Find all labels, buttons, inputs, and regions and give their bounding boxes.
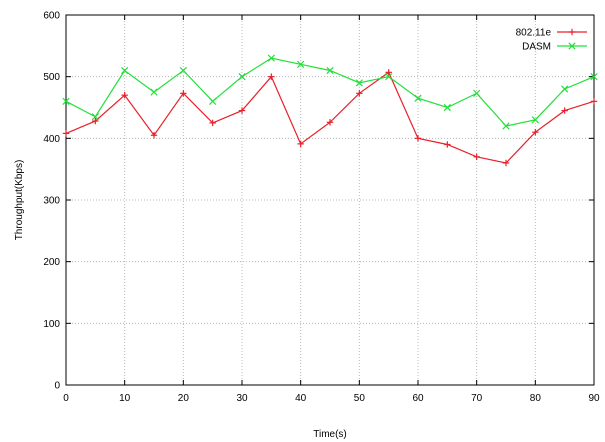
data-point-marker [355, 79, 363, 87]
data-point-marker [238, 73, 246, 81]
legend-label: 802.11e [516, 28, 552, 39]
series-802-11e [62, 69, 598, 167]
data-point-marker [326, 66, 334, 75]
y-tick-label: 0 [54, 381, 60, 392]
legend-swatch-marker [568, 42, 576, 50]
data-point [414, 94, 422, 102]
data-point [532, 128, 539, 136]
legend-label: DASM [522, 42, 551, 53]
x-tick-label: 50 [354, 393, 366, 404]
data-point [297, 60, 305, 68]
y-tick-label: 100 [43, 319, 60, 330]
data-point-marker [531, 116, 539, 124]
data-point [150, 132, 158, 139]
data-point [561, 85, 569, 93]
data-point [502, 122, 510, 130]
data-point [121, 91, 128, 99]
data-point-marker [121, 66, 129, 75]
x-tick-label: 70 [471, 393, 483, 404]
data-point [209, 119, 216, 127]
data-point [267, 54, 275, 62]
y-tick-label: 500 [43, 72, 60, 83]
data-point [414, 135, 422, 142]
data-point [62, 97, 70, 105]
data-point [385, 73, 393, 81]
data-point-marker [443, 103, 451, 112]
data-point-marker [590, 73, 598, 81]
series-line [65, 57, 595, 127]
data-point [297, 140, 304, 148]
data-point [473, 153, 480, 161]
data-point [91, 113, 99, 121]
data-point [179, 66, 187, 75]
data-point-marker [414, 94, 422, 102]
y-tick-label: 300 [43, 196, 60, 207]
data-point-marker [267, 54, 275, 62]
x-axis-title: Time(s) [313, 429, 347, 440]
data-point [326, 119, 334, 126]
data-point [531, 116, 539, 124]
legend-item: 802.11e [516, 28, 587, 39]
data-point-marker [209, 97, 217, 105]
data-point [473, 89, 481, 97]
y-tick-label: 600 [43, 11, 60, 22]
x-tick-label: 10 [119, 393, 131, 404]
data-point [92, 117, 99, 125]
data-point [444, 141, 451, 148]
data-point-marker [150, 88, 158, 96]
y-tick-label: 400 [43, 134, 60, 145]
data-point-marker [473, 89, 481, 97]
data-point [238, 73, 246, 81]
y-axis-ticks: 0 100 200 300 400 500 600 [43, 11, 594, 392]
x-tick-label: 0 [63, 393, 69, 404]
data-point [238, 107, 246, 114]
data-point [590, 73, 598, 81]
data-point-marker [502, 122, 510, 130]
x-tick-label: 60 [412, 393, 424, 404]
y-axis-title: Throughput(Kbps) [14, 160, 25, 241]
data-point [180, 90, 187, 97]
data-point [62, 130, 70, 137]
data-point [355, 79, 363, 87]
data-point [268, 73, 275, 80]
series-dasm [62, 54, 598, 130]
data-point-marker [297, 60, 305, 68]
x-tick-label: 40 [295, 393, 307, 404]
data-point-marker [561, 85, 569, 93]
data-point [502, 159, 510, 167]
x-tick-label: 20 [178, 393, 190, 404]
legend: 802.11e DASM [516, 28, 587, 53]
x-tick-label: 80 [530, 393, 542, 404]
series-layer [62, 54, 598, 167]
data-point [561, 107, 568, 114]
data-point [121, 66, 129, 75]
data-point-marker [91, 113, 99, 121]
x-tick-label: 90 [588, 393, 600, 404]
data-point [590, 98, 598, 105]
data-point [356, 90, 363, 97]
data-point [326, 66, 334, 75]
data-point-marker [179, 66, 187, 75]
data-point [150, 88, 158, 96]
legend-item: DASM [522, 42, 587, 53]
data-point-marker [385, 73, 393, 81]
data-point [443, 103, 451, 112]
x-tick-label: 30 [236, 393, 248, 404]
data-point [385, 69, 392, 76]
y-tick-label: 200 [43, 257, 60, 268]
x-axis-ticks: 0 10 20 30 40 50 60 70 80 90 [63, 15, 600, 404]
data-point-marker [62, 97, 70, 105]
data-point [209, 97, 217, 105]
